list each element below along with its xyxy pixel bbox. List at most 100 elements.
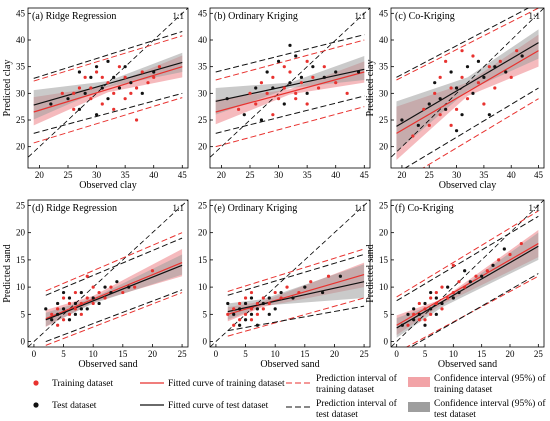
training-point bbox=[457, 280, 461, 284]
y-tick-label: 30 bbox=[379, 88, 389, 98]
panel-frame bbox=[27, 199, 189, 348]
legend: Training dataset Test dataset Fitted curve… bbox=[33, 373, 546, 420]
training-point bbox=[97, 290, 101, 295]
training-point bbox=[112, 91, 116, 95]
test-point bbox=[44, 307, 48, 311]
panel-title: (e) Ordinary Kriging bbox=[214, 203, 297, 214]
test-point bbox=[242, 113, 246, 117]
y-tick-label: 25 bbox=[16, 115, 26, 125]
one-to-one-label: 1:1 bbox=[172, 11, 184, 21]
test-point bbox=[294, 54, 298, 58]
y-axis-label: Predicted sand bbox=[365, 244, 376, 303]
test-point bbox=[265, 70, 269, 74]
panel-d: 0 5 10 15 20 25 0 5 10 15 20 25 (d) Ridge Regression… bbox=[2, 199, 189, 370]
test-point bbox=[480, 274, 484, 278]
test-point bbox=[61, 307, 66, 311]
panel-a: 20 25 30 35 40 45 20 25 30 35 40 45 (a) Ridge Regres… bbox=[2, 7, 189, 191]
x-tick-label: 10 bbox=[89, 349, 99, 359]
test-point bbox=[106, 59, 110, 63]
test-confidence-band bbox=[396, 232, 539, 338]
training-point bbox=[226, 312, 230, 316]
x-tick-label: 45 bbox=[534, 170, 544, 180]
test-point bbox=[429, 307, 433, 311]
y-tick-label: 10 bbox=[379, 282, 389, 292]
training-point bbox=[422, 107, 426, 111]
plot-area bbox=[391, 8, 544, 168]
panel-f: 0 5 10 15 20 25 0 5 10 15 20 25 (f) Co-Kriging 1:1 Obs… bbox=[365, 199, 545, 370]
training-point bbox=[279, 296, 283, 300]
training-point bbox=[471, 54, 475, 58]
training-point bbox=[271, 113, 275, 117]
test-point bbox=[438, 97, 442, 101]
one-to-one-line bbox=[28, 8, 188, 158]
training-point bbox=[493, 86, 497, 90]
test-point bbox=[460, 113, 464, 117]
training-point bbox=[297, 290, 301, 295]
training-fit-line bbox=[396, 50, 539, 134]
training-fit-line bbox=[396, 243, 539, 326]
training-point bbox=[322, 65, 326, 69]
x-tick-label: 5 bbox=[61, 349, 66, 359]
training-point bbox=[288, 70, 292, 74]
test-point bbox=[255, 323, 260, 327]
y-tick-label: 20 bbox=[379, 142, 389, 152]
training-point bbox=[305, 59, 309, 63]
test-prediction-lower bbox=[45, 289, 183, 343]
test-point bbox=[449, 70, 453, 74]
training-point bbox=[294, 97, 298, 101]
test-point bbox=[106, 97, 110, 101]
training-point bbox=[91, 285, 95, 289]
test-point bbox=[482, 75, 486, 79]
training-point bbox=[50, 312, 54, 316]
training-point bbox=[134, 86, 139, 90]
training-point bbox=[433, 91, 437, 95]
panel-frame bbox=[209, 199, 371, 348]
x-tick-label: 45 bbox=[360, 170, 370, 180]
legend-test-fit-label: Fitted curve of test dataset bbox=[168, 400, 269, 411]
test-point bbox=[276, 59, 281, 63]
training-point bbox=[412, 312, 416, 316]
training-point bbox=[265, 91, 269, 95]
training-point bbox=[152, 75, 156, 79]
test-point bbox=[446, 285, 450, 289]
training-point bbox=[67, 301, 72, 306]
y-tick-label: 35 bbox=[198, 62, 208, 72]
training-point bbox=[451, 290, 455, 295]
legend-test-ci-swatch bbox=[408, 402, 430, 412]
test-point bbox=[417, 312, 421, 316]
one-to-one-line bbox=[391, 200, 544, 347]
x-tick-label: 15 bbox=[477, 349, 487, 359]
legend-training-fit-label: Fitted curve of training dataset bbox=[168, 378, 285, 389]
test-point bbox=[97, 301, 101, 306]
training-point bbox=[485, 269, 489, 273]
training-point bbox=[94, 70, 99, 74]
one-to-one-label: 1:1 bbox=[354, 203, 366, 213]
test-point bbox=[288, 43, 292, 47]
x-tick-label: 10 bbox=[449, 349, 459, 359]
test-point bbox=[299, 75, 304, 79]
training-point bbox=[85, 296, 89, 300]
x-tick-label: 25 bbox=[246, 170, 256, 180]
training-point bbox=[451, 263, 455, 267]
test-point bbox=[434, 296, 438, 300]
training-point bbox=[406, 323, 410, 327]
training-point bbox=[60, 91, 64, 95]
test-point bbox=[279, 290, 283, 295]
training-point bbox=[72, 107, 76, 111]
test-prediction-lower bbox=[33, 92, 183, 134]
test-point bbox=[112, 75, 116, 79]
y-tick-label: 20 bbox=[379, 228, 389, 238]
x-tick-label: 25 bbox=[425, 170, 435, 180]
test-point bbox=[77, 107, 82, 111]
x-tick-label: 5 bbox=[423, 349, 428, 359]
training-point bbox=[255, 312, 260, 316]
y-tick-label: 25 bbox=[379, 115, 389, 125]
test-point bbox=[476, 59, 481, 63]
test-point bbox=[416, 123, 420, 127]
test-point bbox=[434, 312, 438, 316]
x-tick-label: 25 bbox=[534, 349, 544, 359]
test-point bbox=[66, 97, 70, 101]
test-point bbox=[273, 307, 277, 311]
training-point bbox=[249, 318, 254, 322]
y-axis-label: Predicted clay bbox=[2, 60, 13, 117]
